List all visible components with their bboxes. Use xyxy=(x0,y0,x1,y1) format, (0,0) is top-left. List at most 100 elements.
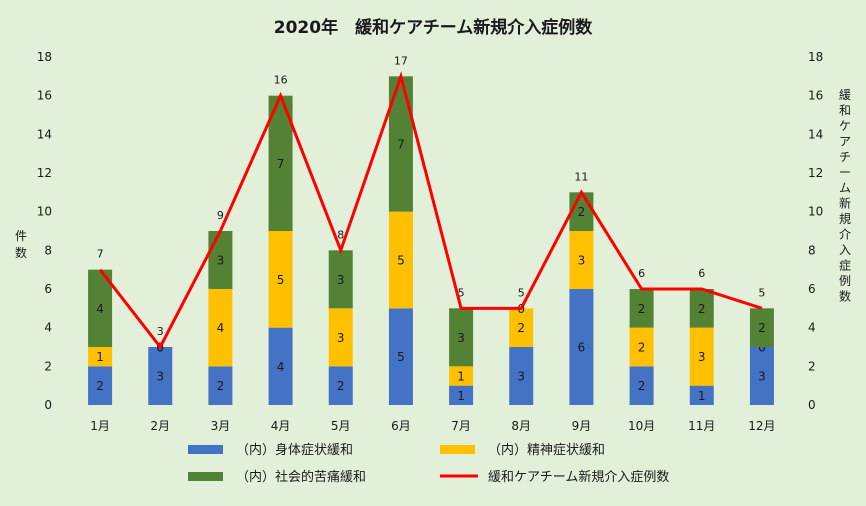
legend-label: （内）身体症状緩和 xyxy=(236,442,353,458)
total-label: 5 xyxy=(518,286,525,299)
bar-segment xyxy=(689,327,714,386)
data-label: 1 xyxy=(96,350,104,364)
chart-title: 2020年 緩和ケアチーム新規介入症例数 xyxy=(274,17,593,38)
data-label: 3 xyxy=(337,273,345,287)
bar-segment xyxy=(749,308,774,347)
data-label: 5 xyxy=(397,254,405,268)
bar-segment xyxy=(449,366,474,386)
total-label: 17 xyxy=(394,54,408,67)
data-label: 3 xyxy=(758,370,766,384)
x-tick-label: 3月 xyxy=(211,419,231,433)
y2-tick-label: 18 xyxy=(808,50,823,64)
bar-segment xyxy=(629,366,654,405)
y-tick-label: 4 xyxy=(44,321,52,335)
y2-tick-label: 6 xyxy=(808,282,816,296)
y2-tick-label: 12 xyxy=(808,166,823,180)
data-label: 2 xyxy=(517,321,525,335)
bar-segment xyxy=(148,347,173,405)
legend-label: （内）社会的苦痛緩和 xyxy=(236,469,366,485)
data-label: 1 xyxy=(457,389,465,403)
total-label: 9 xyxy=(217,209,224,222)
y2-axis-title: 緩和ケアチーム新規介入症例数 xyxy=(839,88,851,304)
bar-segment xyxy=(88,366,113,405)
bar-segment xyxy=(689,385,714,405)
data-label: 3 xyxy=(337,331,345,345)
data-label: 2 xyxy=(578,205,586,219)
x-tick-label: 5月 xyxy=(331,419,351,433)
y-tick-label: 2 xyxy=(44,359,52,373)
y-axis-left: 0 2 4 6 8 10 12 14 16 18 xyxy=(37,50,52,412)
legend-label: 緩和ケアチーム新規介入症例数 xyxy=(488,469,669,485)
total-label: 6 xyxy=(638,267,645,280)
y-tick-label: 16 xyxy=(37,89,52,103)
y-axis-label: 件数 xyxy=(15,229,27,260)
legend-item: （内）精神症状緩和 xyxy=(440,442,605,458)
y-tick-label: 0 xyxy=(44,398,52,412)
data-label: 5 xyxy=(277,273,285,287)
data-label: 1 xyxy=(698,389,706,403)
y2-tick-label: 16 xyxy=(808,89,823,103)
x-tick-label: 2月 xyxy=(150,419,170,433)
bar-segment xyxy=(569,231,594,289)
y2-tick-label: 4 xyxy=(808,321,816,335)
bar-segment xyxy=(449,385,474,405)
data-label: 2 xyxy=(337,379,345,393)
y-tick-label: 18 xyxy=(37,50,52,64)
y2-tick-label: 8 xyxy=(808,243,816,257)
x-tick-label: 1月 xyxy=(90,419,110,433)
y2-tick-label: 10 xyxy=(808,205,823,219)
x-tick-label: 8月 xyxy=(511,419,531,433)
bar-segment xyxy=(689,289,714,328)
bar-segment xyxy=(509,308,534,347)
y2-tick-label: 0 xyxy=(808,398,816,412)
total-line xyxy=(98,71,763,350)
data-label: 3 xyxy=(457,331,465,345)
data-label: 4 xyxy=(96,302,104,316)
data-label: 4 xyxy=(277,360,285,374)
bar-segment xyxy=(569,192,594,231)
legend-item: （内）身体症状緩和 xyxy=(188,442,353,458)
data-label: 7 xyxy=(397,138,405,152)
bar-segment xyxy=(88,269,113,347)
x-tick-label: 9月 xyxy=(572,419,592,433)
y-tick-label: 12 xyxy=(37,166,52,180)
bar-segment xyxy=(749,347,774,405)
total-label: 7 xyxy=(97,248,104,261)
data-label: 3 xyxy=(517,370,525,384)
x-tick-label: 7月 xyxy=(451,419,471,433)
legend-item: （内）社会的苦痛緩和 xyxy=(188,469,366,485)
total-label: 6 xyxy=(698,267,705,280)
bar-segment xyxy=(629,327,654,367)
total-label: 8 xyxy=(337,228,344,241)
data-label: 2 xyxy=(217,379,225,393)
data-label: 3 xyxy=(156,370,164,384)
y2-tick-label: 2 xyxy=(808,359,816,373)
legend-swatch xyxy=(188,445,223,454)
data-label: 3 xyxy=(578,254,586,268)
bar-segment xyxy=(328,250,353,309)
data-label: 6 xyxy=(578,341,586,355)
data-label: 2 xyxy=(638,341,646,355)
bar-segment xyxy=(208,231,233,289)
data-label: 2 xyxy=(638,379,646,393)
bar-segment xyxy=(388,211,413,309)
bar-segment xyxy=(268,231,293,328)
data-label: 0 xyxy=(758,341,766,355)
legend-label: （内）精神症状緩和 xyxy=(488,442,605,458)
y-tick-label: 6 xyxy=(44,282,52,296)
x-tick-label: 4月 xyxy=(271,419,291,433)
y-tick-label: 10 xyxy=(37,205,52,219)
line-series: 7 3 9 16 8 17 5 5 11 6 6 5 xyxy=(97,54,765,350)
bar-segment xyxy=(388,308,413,405)
x-tick-label: 11月 xyxy=(688,419,715,433)
data-label: 2 xyxy=(638,302,646,316)
legend-swatch xyxy=(188,472,223,481)
bar-segment xyxy=(268,327,293,405)
data-label: 3 xyxy=(217,254,225,268)
total-label: 5 xyxy=(458,286,465,299)
total-label: 5 xyxy=(758,286,765,299)
data-label: 1 xyxy=(457,370,465,384)
bar-segment xyxy=(569,289,594,405)
